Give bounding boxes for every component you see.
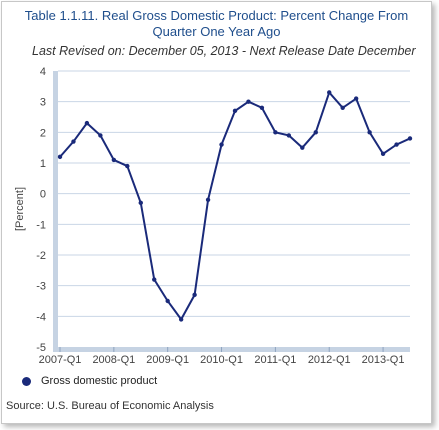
y-tick-label: 1 xyxy=(40,158,46,170)
data-point xyxy=(152,277,157,282)
chart-panel: Table 1.1.11. Real Gross Domestic Produc… xyxy=(1,1,432,424)
y-tick-label: -2 xyxy=(36,250,46,262)
y-tick-label: -4 xyxy=(36,311,46,323)
data-point xyxy=(111,157,117,163)
y-tick-label: 0 xyxy=(40,189,46,201)
data-point xyxy=(71,139,76,144)
data-point xyxy=(57,154,63,160)
data-point xyxy=(192,292,197,298)
data-point xyxy=(165,298,170,304)
data-point xyxy=(300,145,305,150)
data-point xyxy=(340,105,345,111)
data-point xyxy=(259,105,265,111)
y-axis-label: [Percent] xyxy=(14,187,26,231)
data-point xyxy=(286,133,292,138)
x-axis-bar xyxy=(53,347,410,352)
y-tick-label: 2 xyxy=(40,127,46,139)
x-tick-label: 2008-Q1 xyxy=(92,354,135,366)
chart-title-line-1: Table 1.1.11. Real Gross Domestic Produc… xyxy=(24,8,409,23)
chart-subtitle: Last Revised on: December 05, 2013 - Nex… xyxy=(32,44,416,58)
x-tick-label: 2010-Q1 xyxy=(200,354,243,366)
data-point xyxy=(353,96,359,101)
line-chart: 4 3 2 1 0 -1 -2 -3 -4 -5 [Percent] 2007-Q1 2008-Q1 20… xyxy=(14,66,413,366)
data-point xyxy=(394,142,399,147)
x-tick-label: 2013-Q1 xyxy=(362,354,405,366)
data-point xyxy=(84,120,90,126)
data-point xyxy=(138,200,143,206)
data-point xyxy=(273,130,278,135)
y-tick-label: -5 xyxy=(36,342,46,354)
data-point xyxy=(380,151,386,156)
source-note: Source: U.S. Bureau of Economic Analysis xyxy=(6,400,214,412)
legend-label: Gross domestic product xyxy=(41,375,158,387)
y-tick-label: 3 xyxy=(40,97,46,109)
data-point xyxy=(98,133,103,138)
data-point xyxy=(125,163,130,169)
chart-title-line-2: Quarter One Year Ago xyxy=(152,24,281,39)
data-point xyxy=(178,317,184,322)
legend-marker xyxy=(22,376,31,386)
data-point xyxy=(246,99,251,104)
x-tick-label: 2012-Q1 xyxy=(308,354,351,366)
x-tick-label: 2009-Q1 xyxy=(146,354,189,366)
x-tick-label: 2011-Q1 xyxy=(254,354,296,366)
data-point xyxy=(367,130,372,135)
data-point xyxy=(407,136,413,141)
legend: Gross domestic product xyxy=(22,375,157,387)
data-point xyxy=(219,142,224,147)
chart-title: Table 1.1.11. Real Gross Domestic Produc… xyxy=(2,8,431,40)
y-tick-label: -3 xyxy=(36,281,46,293)
y-axis-bar xyxy=(53,71,58,347)
x-tick-label: 2007-Q1 xyxy=(39,354,82,366)
data-point xyxy=(205,197,211,202)
data-point xyxy=(232,108,238,114)
data-point xyxy=(327,90,332,95)
y-tick-label: 4 xyxy=(40,66,46,78)
data-point xyxy=(313,130,318,135)
y-tick-label: -1 xyxy=(36,219,46,231)
